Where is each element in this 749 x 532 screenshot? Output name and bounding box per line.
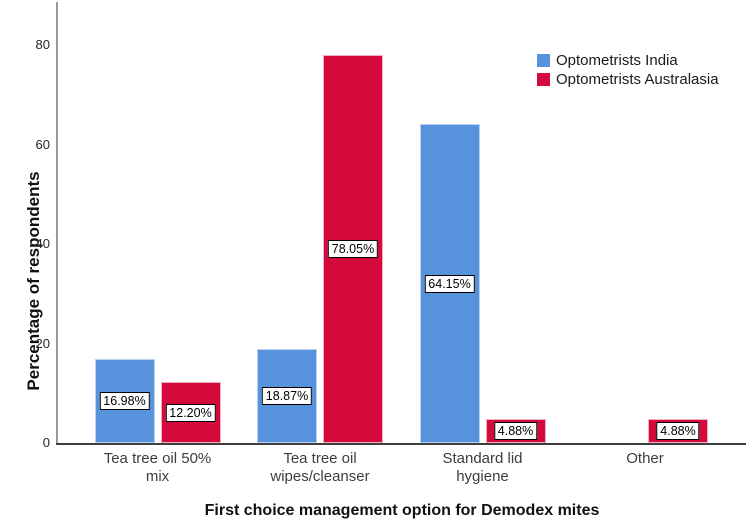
- legend-label-australasia: Optometrists Australasia: [556, 71, 719, 88]
- y-tick-label: 40: [35, 236, 50, 252]
- bar-value-label: 4.88%: [493, 421, 538, 440]
- x-category-label: Tea tree oil wipes/cleanser: [270, 450, 370, 485]
- x-axis-line: [56, 443, 746, 445]
- bar-value-label: 18.87%: [261, 387, 313, 406]
- legend-label-india: Optometrists India: [556, 52, 678, 69]
- y-axis-title: Percentage of respondents: [24, 171, 43, 391]
- bar-value-label: 4.88%: [656, 421, 700, 440]
- x-category-label: Standard lid hygiene: [442, 450, 523, 485]
- bar-value-label: 78.05%: [327, 240, 379, 259]
- bar-value-label: 12.20%: [165, 403, 216, 422]
- legend-item-australasia: Optometrists Australasia: [537, 72, 719, 87]
- y-axis-line: [56, 2, 58, 444]
- legend-swatch-india-icon: [537, 54, 550, 67]
- legend: Optometrists India Optometrists Australa…: [537, 53, 719, 91]
- bar-value-label: 16.98%: [99, 391, 150, 410]
- bar-value-label: 64.15%: [424, 274, 475, 293]
- y-tick-label: 0: [42, 435, 50, 450]
- x-axis-title: First choice management option for Demod…: [204, 502, 600, 519]
- x-category-label: Tea tree oil 50% mix: [103, 450, 212, 485]
- y-tick-label: 80: [35, 37, 50, 53]
- y-tick-label: 20: [35, 335, 50, 351]
- y-tick-label: 60: [35, 136, 50, 152]
- x-category-label: Other: [626, 450, 664, 467]
- legend-item-india: Optometrists India: [537, 53, 719, 68]
- legend-swatch-australasia-icon: [537, 73, 550, 86]
